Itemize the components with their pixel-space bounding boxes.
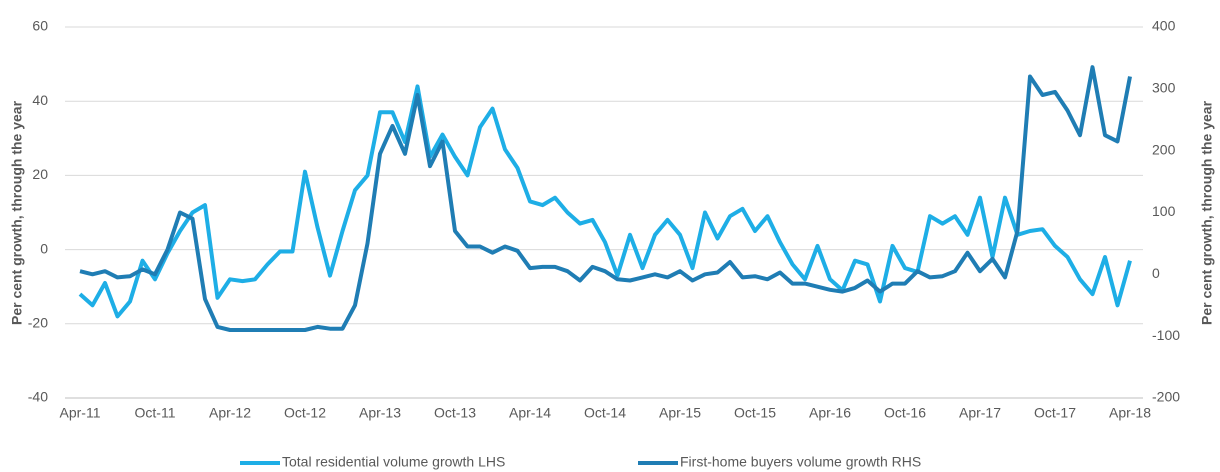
y2-tick-label: 200: [1152, 141, 1176, 157]
y-tick-label: -40: [28, 389, 48, 405]
y2-tick-label: 100: [1152, 203, 1176, 219]
y2-axis-title: Per cent growth, through the year: [1199, 100, 1215, 325]
y-tick-label: 20: [32, 166, 48, 182]
x-tick-label: Oct-14: [584, 405, 626, 421]
y-tick-label: 0: [40, 240, 48, 256]
x-tick-label: Oct-15: [734, 405, 776, 421]
x-tick-label: Apr-12: [209, 405, 251, 421]
x-tick-label: Apr-15: [659, 405, 701, 421]
x-tick-label: Oct-16: [884, 405, 926, 421]
x-tick-label: Oct-17: [1034, 405, 1076, 421]
y2-tick-label: 400: [1152, 18, 1176, 34]
x-tick-label: Apr-18: [1109, 405, 1151, 421]
x-tick-label: Oct-11: [135, 405, 176, 421]
x-tick-label: Apr-14: [509, 405, 551, 421]
x-tick-label: Apr-17: [959, 405, 1001, 421]
y2-tick-label: 0: [1152, 265, 1160, 281]
y-tick-label: -20: [28, 315, 48, 331]
series-line: [79, 65, 1132, 332]
x-tick-label: Apr-13: [359, 405, 401, 421]
y2-tick-label: -100: [1152, 327, 1180, 343]
y-tick-label: 60: [32, 18, 48, 34]
legend-label: First-home buyers volume growth RHS: [680, 454, 921, 470]
series-line: [78, 84, 1132, 319]
x-tick-label: Oct-12: [284, 405, 326, 421]
x-tick-label: Apr-11: [60, 405, 101, 421]
y2-tick-label: 300: [1152, 80, 1176, 96]
y2-tick-label: -200: [1152, 389, 1180, 405]
y-axis-title: Per cent growth, through the year: [9, 100, 25, 325]
legend-label: Total residential volume growth LHS: [282, 454, 505, 470]
x-tick-label: Apr-16: [809, 405, 851, 421]
x-tick-label: Oct-13: [434, 405, 476, 421]
y-tick-label: 40: [32, 92, 48, 108]
